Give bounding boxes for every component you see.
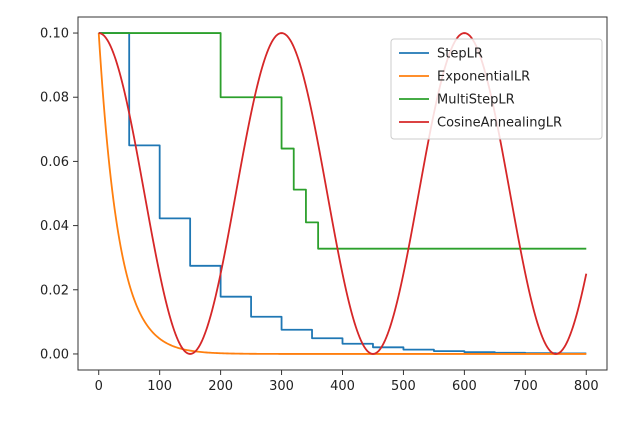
series-line-exponentiallr xyxy=(97,32,587,355)
y-tick-label: 0.10 xyxy=(40,27,69,42)
y-tick-label: 0.04 xyxy=(40,219,69,234)
x-tick-label: 400 xyxy=(330,379,355,394)
x-tick-label: 100 xyxy=(147,379,172,394)
x-tick-label: 600 xyxy=(452,379,477,394)
series-line-steplr xyxy=(98,32,587,355)
legend-label: ExponentialLR xyxy=(437,70,530,85)
x-axis: 0 100 200 300 400 500 600 700 800 xyxy=(95,370,599,394)
y-tick-label: 0.00 xyxy=(40,347,69,362)
x-tick-label: 300 xyxy=(269,379,294,394)
series-layer xyxy=(97,32,588,355)
y-tick-label: 0.08 xyxy=(40,91,69,106)
x-tick-label: 800 xyxy=(574,379,599,394)
x-tick-label: 0 xyxy=(95,379,103,394)
y-axis: 0.00 0.02 0.04 0.06 0.08 0.10 xyxy=(40,27,78,362)
y-tick-label: 0.02 xyxy=(40,283,69,298)
series-line-multisteplr xyxy=(98,32,587,250)
legend-label: MultiStepLR xyxy=(437,93,515,108)
legend: StepLR ExponentialLR MultiStepLR CosineAnne… xyxy=(390,38,603,140)
x-tick-label: 500 xyxy=(391,379,416,394)
x-tick-label: 200 xyxy=(208,379,233,394)
series-line-cosineannealinglr xyxy=(98,32,588,355)
y-tick-label: 0.06 xyxy=(40,155,69,170)
legend-label: StepLR xyxy=(437,47,483,62)
legend-box xyxy=(390,38,603,140)
x-tick-label: 700 xyxy=(513,379,538,394)
legend-label: CosineAnnealingLR xyxy=(437,116,562,131)
